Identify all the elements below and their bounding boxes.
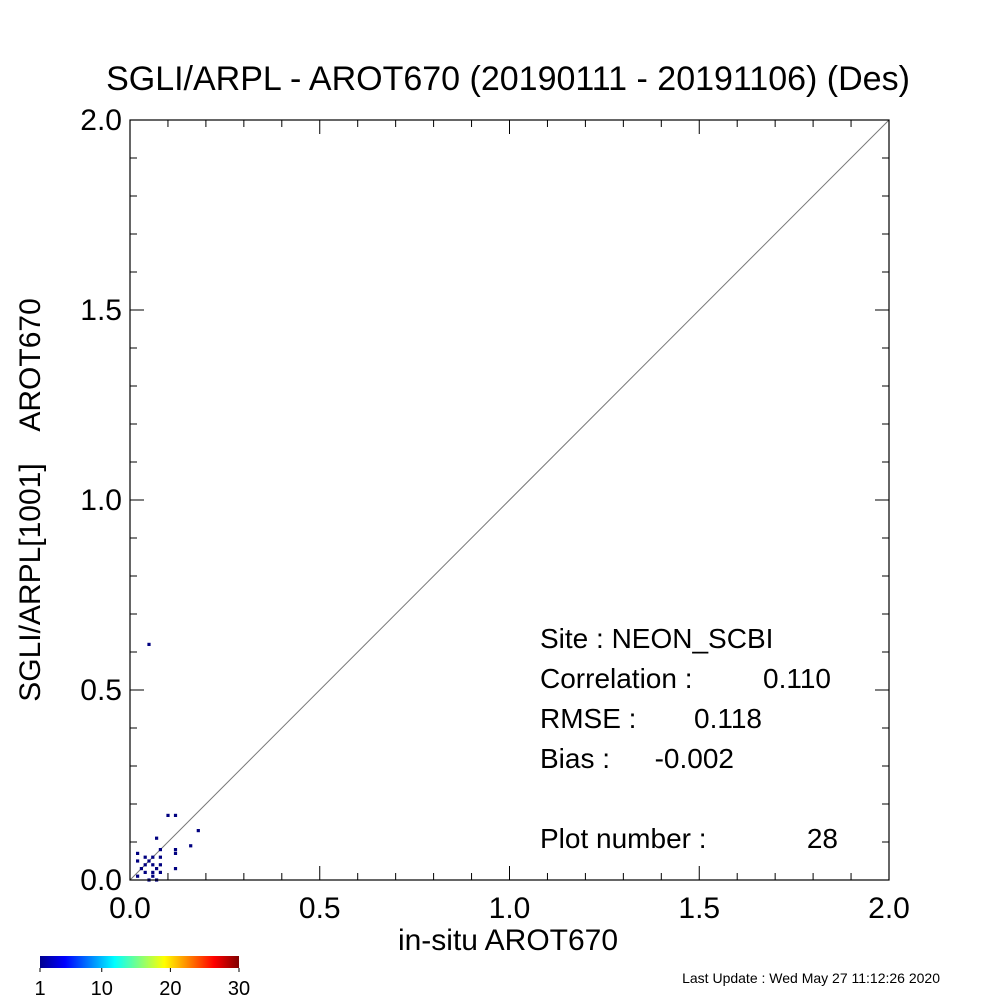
x-tick-label: 0.0 [109,892,151,925]
density-cell [173,848,178,852]
colorbar-tick-label: 1 [34,978,45,1000]
density-cell [158,855,162,859]
rmse-label: RMSE : [540,703,636,734]
correlation-label: Correlation : [540,663,693,694]
x-tick-label: 2.0 [868,892,910,925]
y-tick-label: 0.0 [80,864,122,897]
correlation-value: 0.110 [763,663,831,694]
density-cell [158,863,162,867]
density-cell [173,813,178,817]
y-tick-label: 1.5 [80,294,122,327]
density-cell [147,859,151,863]
density-cell [173,851,178,855]
rmse-value: 0.118 [694,703,762,734]
colorbar [40,956,239,968]
y-tick-label: 2.0 [80,104,122,137]
density-cell [136,859,140,863]
density-cell [143,870,147,874]
density-cell [136,874,140,878]
y-axis-label: SGLI/ARPL[1001] AROT670 [14,298,47,702]
x-tick-label: 1.5 [678,892,720,925]
plot-number-label: Plot number : [540,823,707,854]
density-cell [136,851,140,855]
bias-value: -0.002 [655,743,734,774]
density-cell [147,642,151,646]
colorbar-ticks: 1 10 20 30 [34,968,250,1000]
density-cell [151,870,155,874]
last-update-text: Last Update : Wed May 27 11:12:26 2020 [682,970,940,986]
density-cell [155,836,159,840]
colorbar-tick-label: 20 [159,978,181,1000]
density-cell [151,863,155,867]
y-tick-label: 1.0 [80,484,122,517]
density-cell [196,829,200,833]
density-cell [151,874,155,878]
density-cell [139,867,143,871]
density-cell [158,848,162,852]
x-tick-label: 0.5 [299,892,341,925]
x-tick-label: 1.0 [489,892,531,925]
density-cell [166,813,170,817]
density-cell [158,870,162,874]
chart-title: SGLI/ARPL - AROT670 (20190111 - 20191106… [106,60,910,98]
density-cell [173,867,178,871]
colorbar-tick-label: 10 [91,978,113,1000]
plot-number-value: 28 [807,823,838,854]
site-text: Site : NEON_SCBI [540,623,773,654]
stats-box: Site : NEON_SCBI Correlation : 0.110 RMS… [540,623,838,854]
one-to-one-line [129,119,890,881]
bias-label: Bias : [540,743,610,774]
density-cell [189,844,193,848]
x-axis-label: in-situ AROT670 [398,924,618,957]
plot-area: 0.0 0.5 1.0 1.5 2.0 0.0 0.5 1.0 1.5 2.0 [80,104,910,925]
colorbar-tick-label: 30 [228,978,250,1000]
density-cell [143,863,147,867]
density-cell [143,855,147,859]
density-cell [155,867,159,871]
density-cell [151,855,155,859]
y-tick-label: 0.5 [80,674,122,707]
